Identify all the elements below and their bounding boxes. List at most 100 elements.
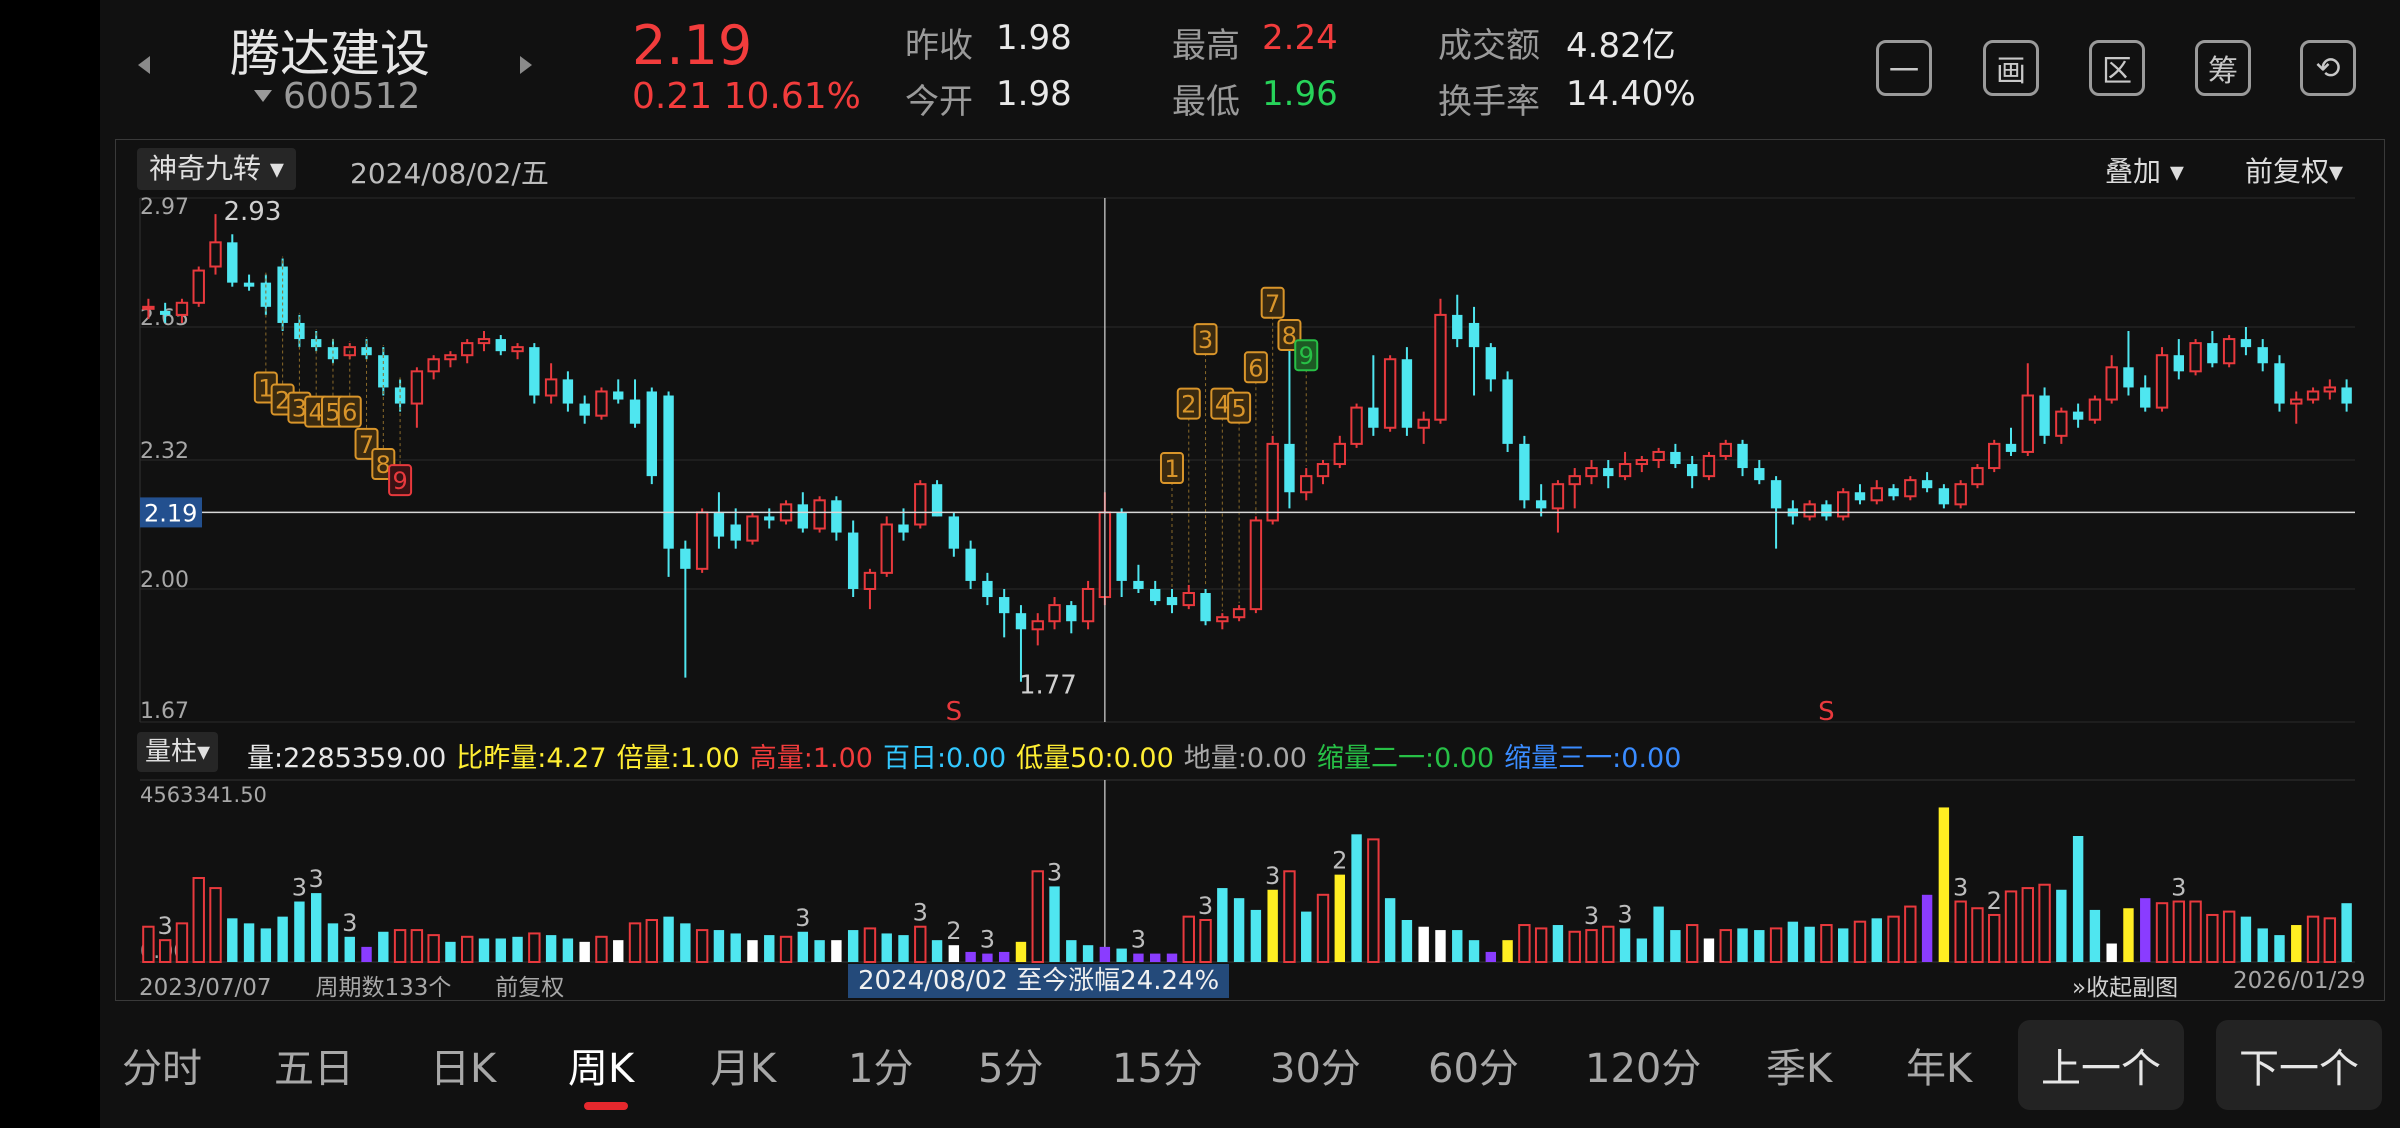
candle-body	[898, 524, 909, 533]
volume-signal-label: 3	[980, 926, 995, 954]
candle-body	[1635, 459, 1649, 466]
tab-daily[interactable]: 日K	[430, 1046, 497, 1092]
chevron-down-icon: ▾	[261, 152, 284, 185]
overlay-button[interactable]: 叠加 ▾	[2105, 150, 2184, 190]
volume-bar	[378, 931, 389, 962]
candle-body	[2290, 398, 2303, 405]
volume-signal-label: 3	[292, 874, 307, 902]
prev-stock-arrow-icon[interactable]	[138, 56, 150, 74]
candle-body	[1133, 580, 1144, 589]
candle-body	[1770, 480, 1782, 509]
volume-bar	[1737, 928, 1748, 962]
tab-yearly[interactable]: 年K	[1906, 1046, 1973, 1092]
candle-body	[1836, 491, 1850, 518]
tab-quarterly[interactable]: 季K	[1766, 1046, 1833, 1092]
chevron-down-icon: ▾	[197, 737, 211, 767]
volume-signal-label: 3	[1265, 862, 1280, 890]
candle-body	[797, 504, 809, 529]
candle-body	[2105, 366, 2118, 401]
volume-bar	[142, 925, 155, 963]
volume-bar	[1719, 929, 1732, 964]
candle-body	[1702, 454, 1716, 478]
range-icon[interactable]: 区	[2089, 40, 2145, 96]
tab-five-day[interactable]: 五日	[274, 1046, 354, 1092]
candle-body	[1971, 467, 1984, 486]
volume-bar	[1787, 921, 1799, 962]
candle-body	[1719, 442, 1732, 457]
cursor-date: 2024/08/02/五	[350, 157, 549, 190]
volume-signal-label: 3	[1047, 858, 1062, 886]
tab-timeshare[interactable]: 分时	[122, 1046, 202, 1092]
left-edge	[0, 0, 100, 1128]
candle-body	[2323, 386, 2337, 393]
indicator-select[interactable]: 神奇九转 ▾	[137, 148, 296, 190]
volume-bar	[695, 929, 709, 964]
volume-bar	[344, 936, 355, 962]
tab-120min[interactable]: 120分	[1585, 1046, 1702, 1092]
tab-5min[interactable]: 5分	[978, 1046, 1044, 1092]
volume-stat: 缩量三一:0.00	[1504, 743, 1682, 774]
volume-bar	[764, 935, 775, 962]
volume-stat: 地量:0.00	[1183, 743, 1307, 774]
tab-weekly[interactable]: 周K	[568, 1046, 635, 1092]
volume-bar	[2155, 902, 2169, 964]
candle-body	[1048, 604, 1061, 623]
volume-signal-label: 2	[1332, 847, 1347, 875]
collapse-subchart-button[interactable]: »收起副图	[2072, 968, 2178, 1002]
prev-button[interactable]: 上一个	[2018, 1020, 2184, 1110]
td-count-box	[1260, 286, 1285, 319]
chips-icon[interactable]: 筹	[2195, 40, 2251, 96]
period-count: 周期数133个	[315, 975, 452, 1001]
candle-body	[227, 242, 238, 283]
volume-bar	[1367, 838, 1380, 963]
volume-bar	[1769, 927, 1783, 964]
minus-box-icon[interactable]: 一	[1876, 40, 1932, 96]
tab-60min[interactable]: 60分	[1428, 1046, 1519, 1092]
range-gain-badge: 2024/08/02 至今涨幅24.24%	[848, 964, 1230, 998]
adjust-button[interactable]: 前复权▾	[2245, 150, 2343, 190]
volume-bar	[1853, 920, 1867, 963]
tab-1min[interactable]: 1分	[848, 1046, 914, 1092]
tab-30min[interactable]: 30分	[1270, 1046, 1361, 1092]
candle-body	[159, 310, 171, 315]
volume-bar	[1619, 928, 1631, 962]
period-high-label: 2.93	[224, 197, 282, 227]
rotate-screen-icon[interactable]: ⟲	[2300, 40, 2356, 96]
volume-bar	[1099, 946, 1111, 962]
volume-bar	[495, 938, 506, 962]
candle-body	[914, 483, 927, 526]
volume-bar	[1435, 930, 1446, 962]
candle-body	[1232, 608, 1246, 619]
candle-body	[2021, 394, 2034, 453]
price-tick-label: 1.67	[140, 699, 189, 724]
active-tab-indicator	[584, 1102, 628, 1110]
next-button[interactable]: 下一个	[2216, 1020, 2382, 1110]
code-dropdown-icon[interactable]	[254, 90, 272, 102]
volume-bar	[1938, 807, 1950, 962]
candle-body	[847, 532, 859, 589]
collapse-label: 收起副图	[2086, 975, 2179, 1001]
volume-bar	[427, 934, 440, 963]
candle-body	[746, 515, 759, 542]
candle-body	[562, 379, 574, 404]
candle-body	[1468, 322, 1480, 348]
volume-bar	[393, 929, 407, 964]
td-count-label: 2	[1181, 391, 1196, 419]
candle-body	[2088, 398, 2102, 421]
volume-stat: 缩量二一:0.00	[1316, 743, 1495, 774]
candle-body	[1519, 443, 1530, 501]
prev-close-label: 昨收	[905, 26, 973, 66]
volume-bar	[294, 901, 305, 962]
tab-monthly[interactable]: 月K	[710, 1046, 777, 1092]
draw-icon[interactable]: 画	[1983, 40, 2039, 96]
volume-bar	[1518, 924, 1531, 963]
next-stock-arrow-icon[interactable]	[520, 56, 532, 74]
volume-indicator-select[interactable]: 量柱▾	[137, 732, 219, 772]
volume-bar	[713, 930, 725, 962]
candle-body	[831, 500, 842, 533]
candle-body	[477, 338, 491, 345]
tab-15min[interactable]: 15分	[1112, 1046, 1203, 1092]
candle-body	[1216, 616, 1229, 623]
stock-code[interactable]: 600512	[283, 76, 421, 117]
